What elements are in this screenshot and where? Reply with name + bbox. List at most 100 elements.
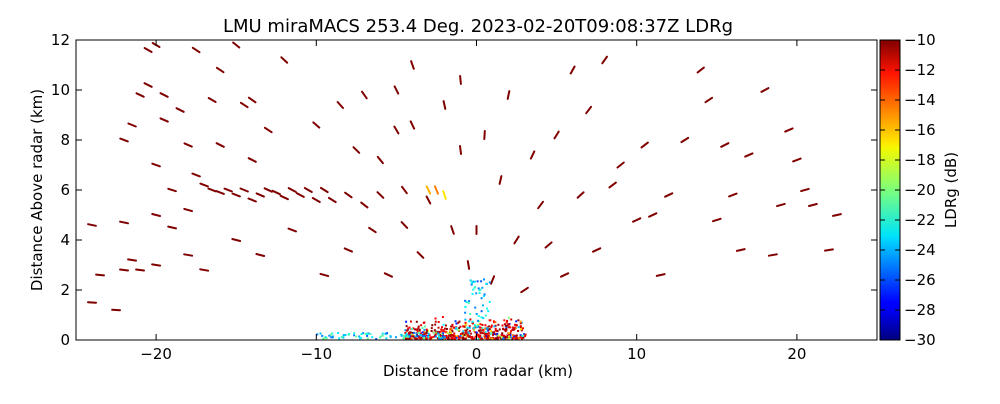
y-tick-label: 6 [60, 181, 70, 199]
near-radar-return [517, 319, 519, 321]
near-radar-return [418, 326, 420, 328]
vertical-cyan-return [478, 315, 480, 317]
vertical-cyan-return [486, 308, 488, 310]
vertical-cyan-return [477, 280, 479, 282]
near-radar-return [479, 332, 481, 334]
y-tick-label: 12 [51, 31, 70, 49]
near-radar-return [455, 320, 457, 322]
near-radar-return [508, 332, 510, 334]
vertical-cyan-return [482, 327, 484, 329]
near-radar-return-low [366, 335, 368, 337]
vertical-cyan-return [477, 320, 479, 322]
radar-return-mark [484, 131, 485, 139]
x-tick-label: −10 [300, 345, 332, 363]
near-radar-return [441, 326, 443, 328]
near-radar-return [449, 330, 451, 332]
near-radar-return [516, 334, 518, 336]
near-radar-return-low [331, 332, 333, 334]
vertical-cyan-return [485, 331, 487, 333]
colorbar-tick-label: −22 [904, 211, 936, 229]
near-radar-return [431, 330, 433, 332]
colorbar-tick-label: −10 [904, 31, 936, 49]
near-radar-return [459, 337, 461, 339]
near-radar-return-low [401, 334, 403, 336]
near-radar-return-low [320, 333, 322, 335]
radar-return-mark [200, 269, 208, 270]
plot-background [76, 40, 877, 340]
near-radar-return-low [360, 337, 362, 339]
y-tick-label: 2 [60, 281, 70, 299]
vertical-cyan-return [485, 283, 487, 285]
near-radar-return [423, 329, 425, 331]
near-radar-return [493, 331, 495, 333]
vertical-cyan-return [472, 293, 474, 295]
near-radar-return [520, 321, 522, 323]
near-radar-return [514, 327, 516, 329]
near-radar-return [435, 318, 437, 320]
radar-return-mark [136, 270, 144, 271]
near-radar-return [455, 328, 457, 330]
near-radar-return [423, 322, 425, 324]
near-radar-return [430, 337, 432, 339]
vertical-cyan-return [473, 327, 475, 329]
y-tick-label: 4 [60, 231, 70, 249]
near-radar-return [446, 337, 448, 339]
vertical-cyan-return [472, 289, 474, 291]
near-radar-return [442, 316, 444, 318]
near-radar-return [512, 327, 514, 329]
chart-title: LMU miraMACS 253.4 Deg. 2023-02-20T09:08… [223, 16, 733, 37]
near-radar-return [435, 321, 437, 323]
vertical-cyan-return [467, 331, 469, 333]
near-radar-return [509, 326, 511, 328]
near-radar-return-low [442, 332, 444, 334]
vertical-cyan-return [470, 279, 472, 281]
near-radar-return [449, 335, 451, 337]
near-radar-return [498, 337, 500, 339]
near-radar-return [494, 321, 496, 323]
near-radar-return [447, 332, 449, 334]
near-radar-return [478, 336, 480, 338]
vertical-cyan-return [464, 312, 466, 314]
near-radar-return-low [415, 335, 417, 337]
colorbar-tick-label: −14 [904, 91, 936, 109]
vertical-cyan-return [487, 310, 489, 312]
near-radar-return [484, 328, 486, 330]
near-radar-return [482, 329, 484, 331]
vertical-cyan-return [469, 313, 471, 315]
near-radar-return [422, 331, 424, 333]
near-radar-return-low [345, 334, 347, 336]
near-radar-return [514, 324, 516, 326]
vertical-cyan-return [480, 280, 482, 282]
near-radar-return-low [323, 337, 325, 339]
near-radar-return-low [338, 337, 340, 339]
x-tick-label: 10 [627, 345, 646, 363]
near-radar-return [409, 332, 411, 334]
near-radar-return-low [355, 336, 357, 338]
near-radar-return [491, 325, 493, 327]
vertical-cyan-return [486, 328, 488, 330]
near-radar-return-low [427, 336, 429, 338]
near-radar-return [489, 319, 491, 321]
near-radar-return [441, 330, 443, 332]
near-radar-return-low [379, 336, 381, 338]
near-radar-return-low [371, 336, 373, 338]
near-radar-return [513, 337, 515, 339]
vertical-cyan-return [480, 316, 482, 318]
vertical-cyan-return [464, 319, 466, 321]
near-radar-return-low [389, 335, 391, 337]
near-radar-return [438, 327, 440, 329]
radar-return-mark [825, 249, 833, 250]
vertical-cyan-return [480, 289, 482, 291]
near-radar-return [518, 326, 520, 328]
near-radar-return [426, 329, 428, 331]
near-radar-return-low [419, 334, 421, 336]
near-radar-return [452, 330, 454, 332]
near-radar-return [508, 317, 510, 319]
near-radar-return-low [438, 334, 440, 336]
near-radar-return [445, 325, 447, 327]
near-radar-return [479, 323, 481, 325]
vertical-cyan-return [472, 321, 474, 323]
near-radar-return [516, 324, 518, 326]
vertical-cyan-return [474, 307, 476, 309]
